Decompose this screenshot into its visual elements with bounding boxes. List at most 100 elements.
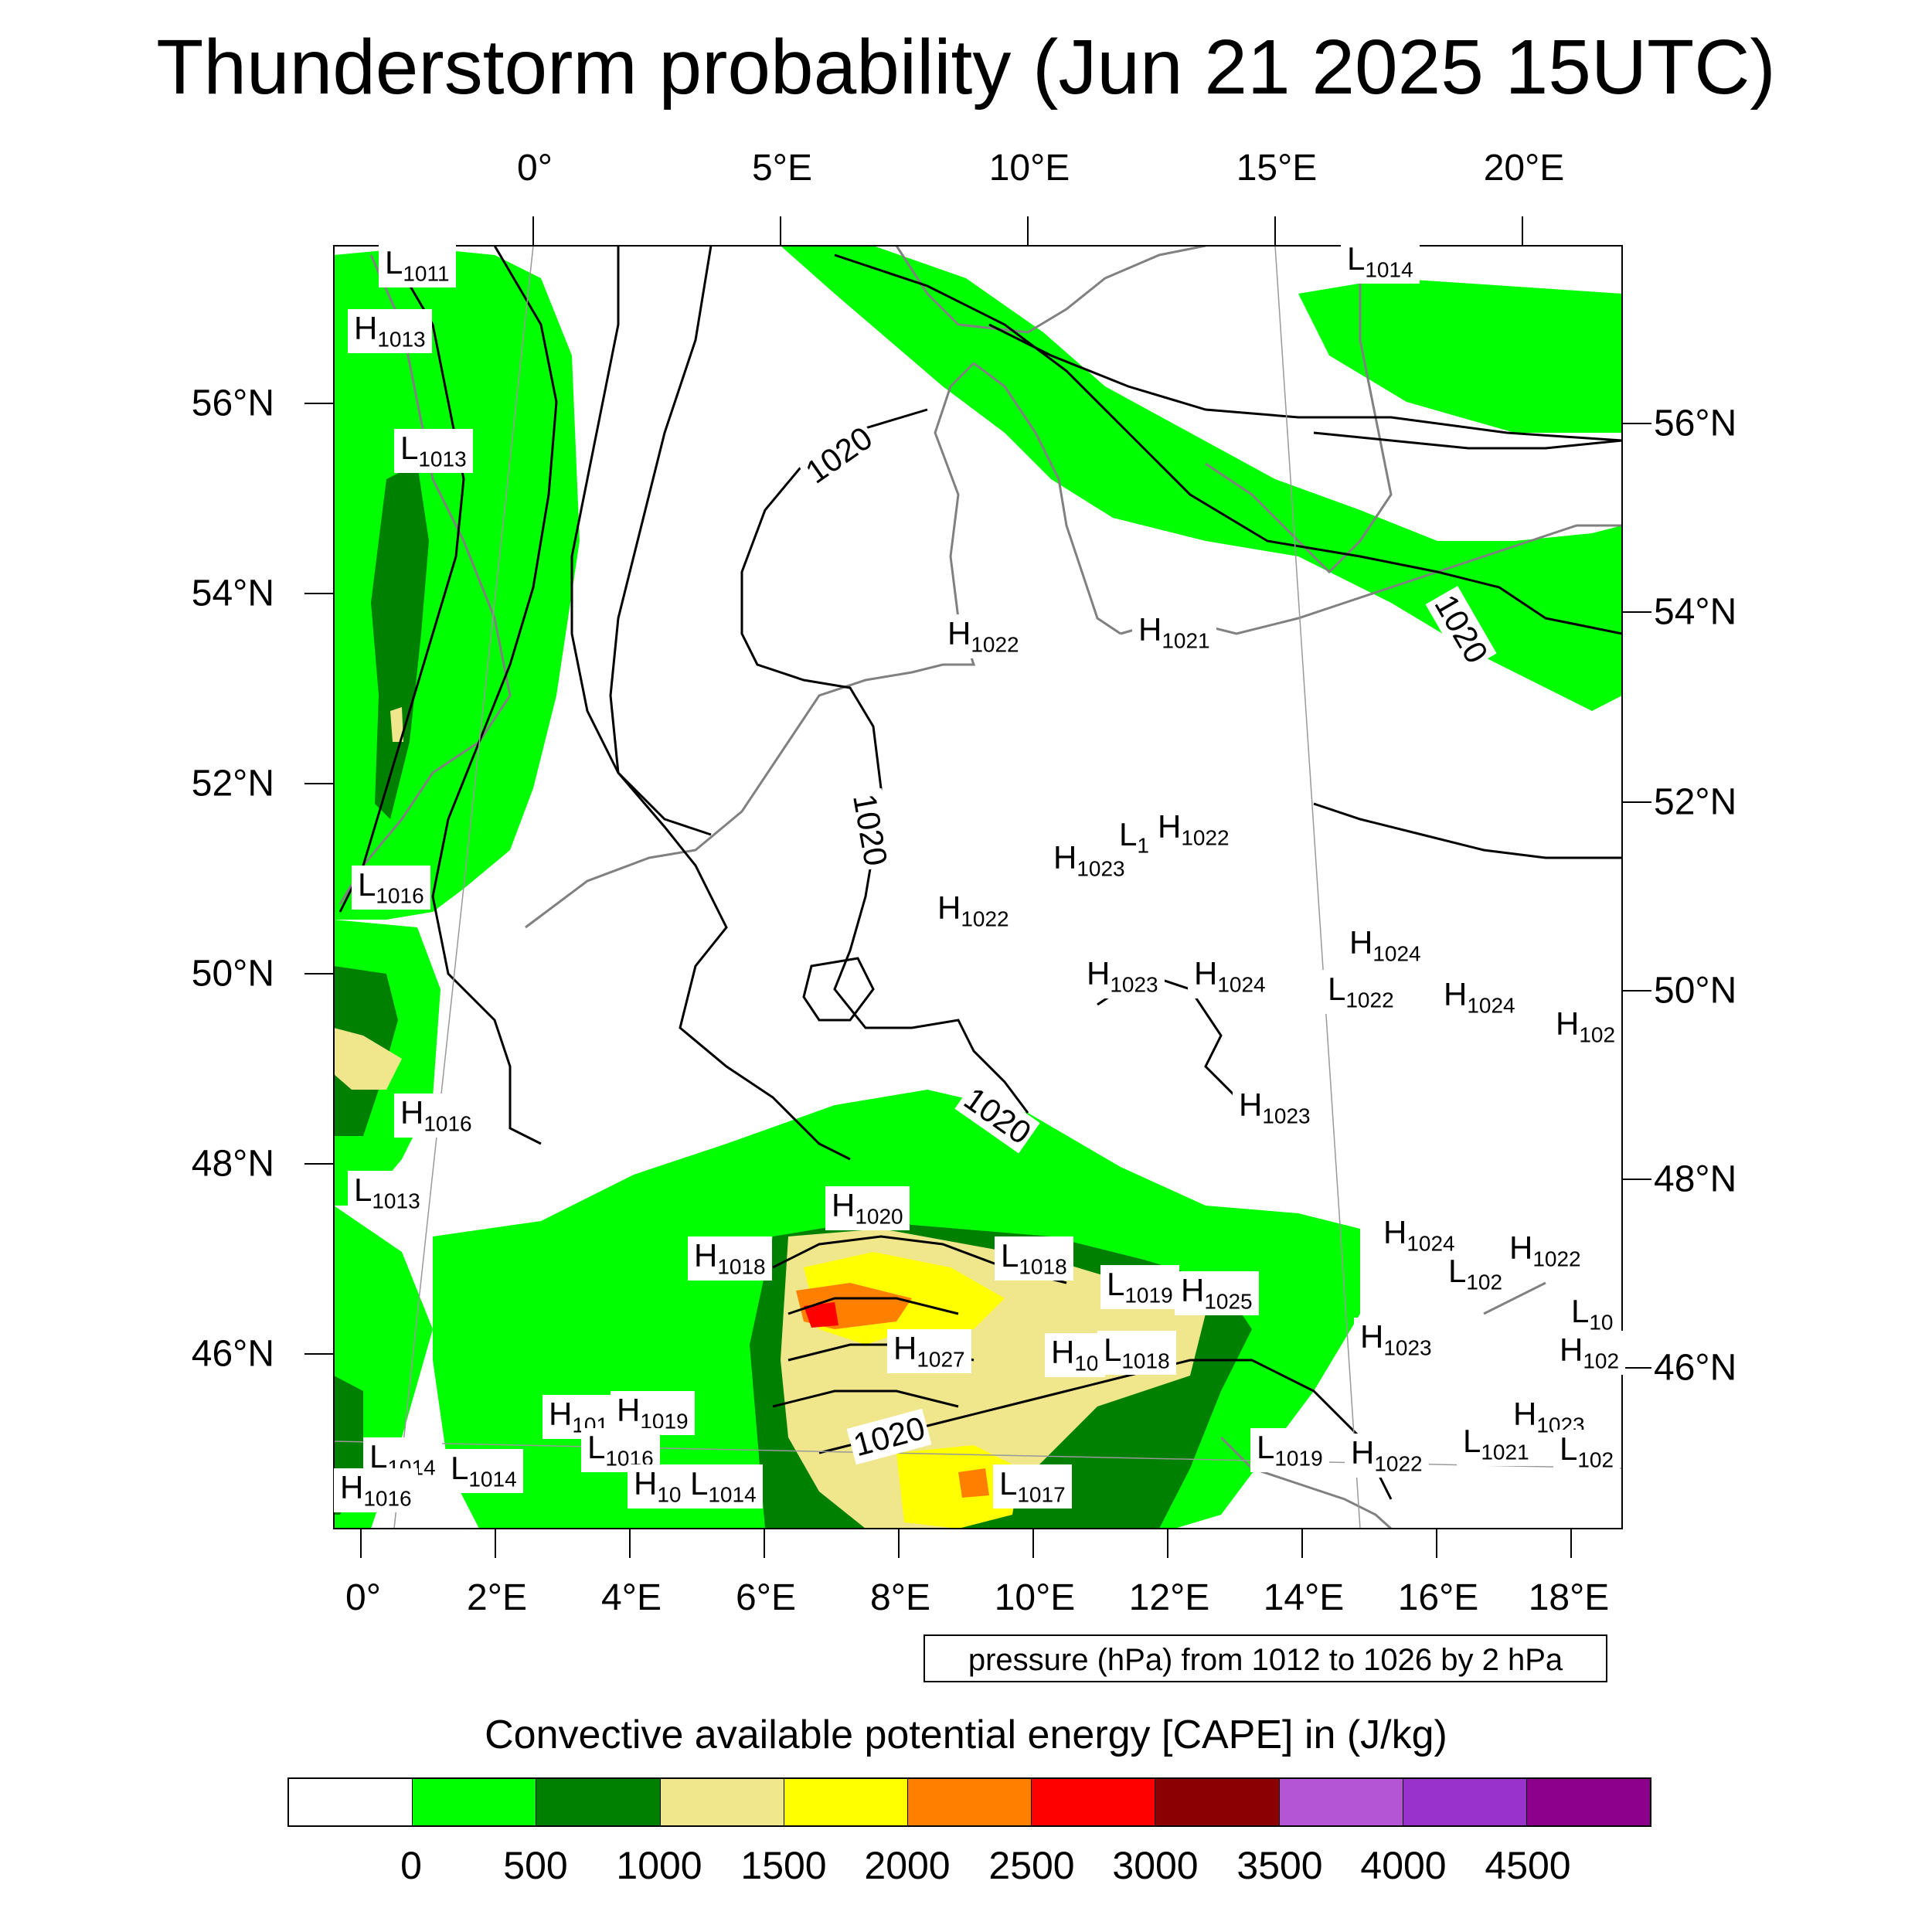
center-type: L [451, 1450, 469, 1486]
pressure-center-label: H1018 [688, 1236, 772, 1281]
center-type: H [617, 1392, 641, 1428]
pressure-center-label: L1014 [684, 1464, 763, 1509]
center-value: 1013 [372, 1189, 420, 1213]
bottom-lon-label: 4°E [601, 1577, 662, 1618]
center-value: 1022 [971, 632, 1019, 657]
isobar-east [1313, 802, 1622, 859]
pressure-center-label: H1023 [1233, 1086, 1317, 1131]
coastline-denmark [973, 362, 1121, 635]
pressure-center-label: H1020 [825, 1186, 910, 1231]
center-type: H [1181, 1272, 1205, 1308]
top-lon-label: 20°E [1483, 148, 1565, 189]
isobar-belgium-ring [802, 957, 875, 1022]
center-type: H [1053, 839, 1077, 876]
pressure-center-label: L1014 [444, 1449, 523, 1494]
cape-area-france-west-khaki [334, 1028, 402, 1090]
colorbar-label: 1000 [616, 1844, 702, 1887]
pressure-center-label: L102 [1442, 1252, 1509, 1297]
bottom-lon-label: 6°E [736, 1577, 796, 1618]
isobar-4 [609, 246, 851, 1161]
center-value: 102 [1577, 1447, 1614, 1472]
colorbar-label: 500 [503, 1844, 568, 1887]
center-type: H [1556, 1005, 1580, 1042]
center-type: H [634, 1465, 658, 1502]
coastline-adriatic [1219, 1436, 1393, 1529]
colorbar-cell [1032, 1779, 1156, 1825]
isobar-alps-2 [787, 1297, 959, 1315]
cape-area-alps-red [804, 1302, 838, 1328]
pressure-center-label: H1013 [348, 309, 432, 354]
contour-info-box: pressure (hPa) from 1012 to 1026 by 2 hP… [923, 1634, 1607, 1682]
center-value: 1018 [717, 1254, 766, 1279]
meridian-0-top [393, 245, 534, 1529]
center-value: 10 [1589, 1310, 1614, 1335]
center-value: 1016 [423, 1111, 472, 1136]
pressure-center-label: L10 [1565, 1292, 1620, 1337]
right-lat-label: 48°N [1654, 1158, 1737, 1200]
isobar-north-2 [988, 323, 1622, 442]
pressure-center-label: L1019 [1100, 1265, 1179, 1310]
center-value: 1023 [1262, 1104, 1311, 1128]
coastline-uk [338, 254, 512, 905]
center-type: H [1513, 1396, 1537, 1432]
center-value: 1023 [1077, 856, 1125, 881]
pressure-center-label: H1025 [1175, 1271, 1259, 1316]
left-lat-label: 50°N [191, 953, 274, 995]
center-type: H [340, 1469, 364, 1505]
center-type: H [832, 1187, 855, 1223]
center-value: 1016 [363, 1486, 412, 1511]
center-type: H [354, 310, 378, 346]
pressure-center-label: H1022 [941, 614, 1026, 659]
coastline-sweden [1205, 263, 1393, 574]
bottom-lon-label: 0° [345, 1577, 381, 1618]
center-value: 1016 [376, 883, 424, 908]
pressure-center-label: H1024 [1343, 923, 1427, 968]
map-title: Thunderstorm probability (Jun 21 2025 15… [156, 24, 1776, 111]
center-value: 1011 [403, 261, 450, 286]
bottom-lon-label: 14°E [1263, 1577, 1345, 1618]
pressure-center-label: H1023 [1507, 1395, 1591, 1440]
meridian-15e [1274, 245, 1361, 1529]
center-value: 10 [657, 1482, 682, 1507]
cape-area-uk-khaki [390, 707, 403, 742]
center-value: 1024 [1217, 972, 1266, 997]
pressure-center-label: H1022 [1151, 808, 1236, 852]
center-value: 1 [1137, 833, 1149, 858]
center-type: H [1509, 1230, 1533, 1266]
pressure-center-label: H10 [1045, 1333, 1105, 1378]
center-type: L [358, 866, 376, 903]
pressure-center-label: H1023 [1047, 838, 1131, 883]
center-value: 102 [1583, 1349, 1620, 1373]
colorbar-label: 2000 [864, 1844, 951, 1887]
pressure-center-label: H102 [1553, 1331, 1626, 1376]
center-value: 102 [1579, 1022, 1616, 1047]
center-type: L [1463, 1423, 1481, 1459]
bottom-lon-label: 10°E [994, 1577, 1076, 1618]
pressure-center-label: H1022 [1345, 1434, 1429, 1478]
center-type: L [587, 1429, 606, 1465]
right-lat-label: 52°N [1654, 781, 1737, 823]
center-type: H [1560, 1332, 1583, 1368]
pressure-center-label: L1011 [379, 243, 456, 288]
center-value: 1024 [1372, 941, 1421, 966]
top-lon-label: 10°E [988, 148, 1070, 189]
center-type: L [400, 430, 419, 466]
colorbar-label: 4500 [1485, 1844, 1571, 1887]
center-value: 1018 [1121, 1349, 1170, 1373]
coastline-east [1483, 1281, 1546, 1315]
center-type: H [1158, 808, 1182, 845]
colorbar-cell [413, 1779, 537, 1825]
isobar-2 [431, 246, 558, 1145]
center-type: L [1448, 1253, 1467, 1289]
center-type: H [1444, 976, 1468, 1012]
center-value: 1014 [468, 1467, 517, 1492]
center-type: L [1257, 1429, 1275, 1465]
center-value: 1019 [1274, 1446, 1323, 1471]
isobar-1 [338, 246, 465, 913]
center-value: 1023 [1110, 972, 1158, 997]
center-type: H [1383, 1214, 1407, 1250]
colorbar-cell [660, 1779, 784, 1825]
colorbar-label: 3000 [1112, 1844, 1199, 1887]
pressure-center-label: H1024 [1437, 975, 1522, 1020]
center-type: L [999, 1465, 1018, 1502]
